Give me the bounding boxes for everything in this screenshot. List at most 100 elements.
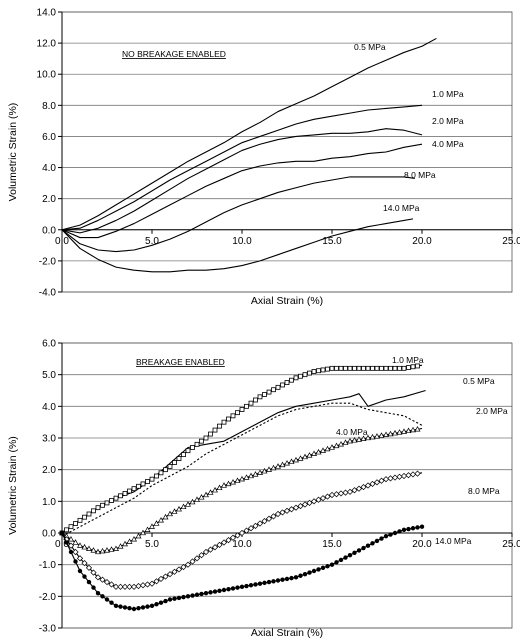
- data-point: [121, 583, 129, 590]
- data-point: [99, 547, 106, 554]
- data-point: [86, 511, 92, 517]
- data-point: [391, 474, 399, 481]
- y-tick-label: 6.0: [42, 339, 56, 350]
- y-tick-label: 2.0: [42, 465, 56, 476]
- data-point: [136, 483, 141, 489]
- data-point: [279, 461, 286, 468]
- data-point: [325, 366, 330, 372]
- series-1-0-mpa: 1.0 MPa: [61, 89, 464, 231]
- y-tick-label: 10.0: [37, 70, 57, 81]
- data-point: [274, 510, 282, 518]
- data-point: [247, 525, 255, 532]
- data-point: [289, 575, 294, 581]
- data-point: [149, 476, 155, 482]
- series-label-14-0-mpa: 14.0 MPa: [435, 536, 472, 546]
- data-point: [140, 529, 146, 536]
- data-point: [343, 555, 348, 560]
- y-tick-label: 5.0: [42, 370, 56, 381]
- data-point: [365, 543, 371, 548]
- data-point: [217, 423, 222, 429]
- data-point: [293, 456, 299, 463]
- data-point: [118, 493, 123, 499]
- data-point: [311, 369, 317, 374]
- data-point: [103, 578, 111, 586]
- data-point: [289, 377, 294, 383]
- series-label-14-0-mpa: 14.0 MPa: [383, 203, 420, 213]
- data-point: [239, 584, 245, 590]
- data-point: [113, 495, 119, 501]
- data-point: [280, 577, 285, 582]
- data-point: [126, 583, 133, 590]
- series-label-2-0-mpa: 2.0 MPa: [476, 406, 508, 416]
- x-tick-label: 25.0: [502, 539, 520, 550]
- data-point: [185, 501, 191, 507]
- data-point: [199, 591, 204, 597]
- data-point: [149, 523, 155, 529]
- data-point: [270, 513, 277, 520]
- data-point: [180, 503, 187, 510]
- data-point: [130, 583, 138, 590]
- data-point: [226, 416, 231, 422]
- data-point: [144, 581, 151, 588]
- y-tick-label: -2.0: [39, 256, 57, 267]
- data-point: [333, 442, 340, 449]
- data-point: [194, 592, 200, 597]
- data-point: [172, 596, 177, 601]
- data-point: [283, 507, 291, 514]
- data-point: [315, 496, 322, 503]
- data-point: [388, 365, 393, 371]
- y-tick-label: 4.0: [42, 402, 56, 413]
- series-4-0-mpa: 4.0 MPa: [61, 139, 464, 239]
- data-point: [167, 464, 173, 469]
- data-point: [135, 582, 142, 590]
- data-point: [176, 456, 182, 461]
- data-point: [406, 526, 411, 532]
- y-tick-label: -4.0: [39, 288, 57, 299]
- data-point: [406, 365, 411, 370]
- data-point: [288, 506, 295, 513]
- data-point: [112, 583, 120, 590]
- y-tick-label: -2.0: [39, 592, 57, 603]
- series-label-2-0-mpa: 2.0 MPa: [432, 116, 464, 126]
- data-point: [257, 469, 263, 475]
- y-tick-label: 8.0: [42, 101, 56, 112]
- data-point: [262, 580, 267, 586]
- data-point: [68, 549, 74, 555]
- data-point: [81, 543, 88, 550]
- data-point: [225, 480, 232, 487]
- data-point: [68, 536, 74, 542]
- x-tick-label: 0.0: [55, 236, 69, 247]
- data-point: [220, 539, 228, 546]
- series-label-0-5-mpa: 0.5 MPa: [463, 376, 495, 386]
- data-point: [100, 502, 105, 508]
- data-point: [194, 496, 200, 502]
- data-point: [266, 389, 272, 395]
- data-point: [86, 545, 92, 551]
- data-point: [346, 488, 354, 495]
- data-point: [190, 445, 195, 450]
- data-point: [64, 527, 69, 533]
- data-point: [352, 550, 357, 555]
- data-point: [248, 472, 254, 479]
- data-point: [127, 606, 132, 611]
- series-line: [61, 472, 423, 588]
- data-point: [221, 419, 227, 425]
- data-point: [388, 532, 393, 537]
- data-point: [279, 509, 286, 516]
- data-point: [257, 394, 263, 400]
- panel-title: NO BREAKAGE ENABLED: [122, 49, 226, 59]
- data-point: [127, 488, 132, 494]
- data-point: [100, 594, 105, 599]
- data-point: [158, 517, 164, 523]
- data-point: [374, 538, 380, 544]
- data-point: [301, 501, 309, 508]
- data-point: [175, 566, 183, 573]
- data-point: [320, 367, 326, 373]
- data-point: [396, 429, 403, 435]
- data-point: [292, 504, 300, 511]
- data-point: [298, 373, 303, 379]
- x-tick-label: 5.0: [145, 236, 159, 247]
- data-point: [172, 460, 177, 465]
- data-point: [154, 602, 159, 607]
- data-point: [162, 573, 169, 580]
